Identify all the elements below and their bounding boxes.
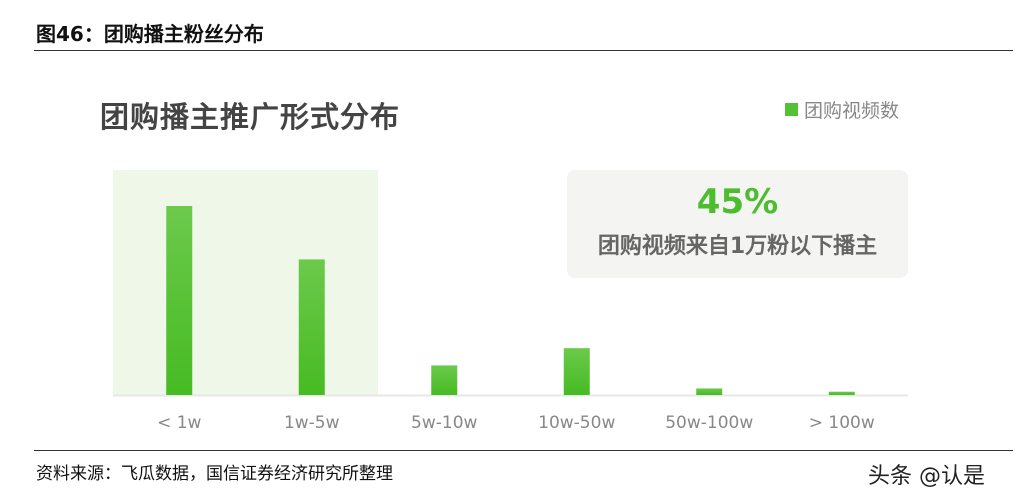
bar-5 (828, 391, 855, 395)
top-divider (34, 50, 1013, 51)
annotation-box: 45% 团购视频来自1万粉以下播主 (567, 170, 908, 278)
annotation-text: 团购视频来自1万粉以下播主 (597, 234, 878, 259)
bar-3 (563, 348, 590, 395)
x-tick-label: < 1w (157, 413, 201, 433)
bar-2 (431, 365, 458, 395)
highlight-region (113, 170, 378, 395)
legend-swatch (785, 103, 798, 116)
bottom-divider (34, 450, 1013, 451)
x-tick-label: 10w-50w (538, 413, 615, 433)
watermark: 头条 @认是 (868, 464, 985, 489)
x-tick-label: 5w-10w (411, 413, 477, 433)
figure-title: 图46：团购播主粉丝分布 (36, 22, 264, 46)
chart-title: 团购播主推广形式分布 (100, 100, 401, 134)
legend: 团购视频数 (785, 96, 899, 123)
x-tick-label: 50w-100w (665, 413, 753, 433)
annotation-value: 45% (696, 182, 779, 222)
x-tick-label: 1w-5w (284, 413, 340, 433)
bar-1 (298, 259, 325, 395)
bar-0 (166, 206, 193, 395)
bar-4 (696, 388, 723, 395)
x-tick-label: > 100w (809, 413, 875, 433)
source-note: 资料来源：飞瓜数据，国信证券经济研究所整理 (36, 464, 393, 484)
legend-label: 团购视频数 (804, 100, 900, 122)
